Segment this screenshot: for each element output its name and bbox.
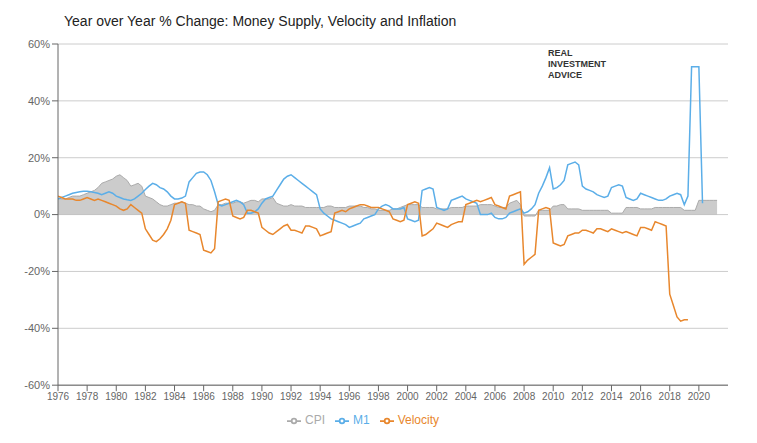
html-text:INVESTMENT: INVESTMENT	[548, 59, 606, 69]
svg-text:1992: 1992	[280, 391, 303, 402]
svg-text:40%: 40%	[28, 95, 50, 107]
svg-text:60%: 60%	[28, 38, 50, 50]
svg-text:1982: 1982	[134, 391, 157, 402]
svg-text:2000: 2000	[396, 391, 419, 402]
svg-text:1994: 1994	[309, 391, 332, 402]
svg-text:2018: 2018	[659, 391, 682, 402]
svg-text:-20%: -20%	[24, 265, 50, 277]
svg-text:1996: 1996	[338, 391, 361, 402]
svg-text:2020: 2020	[688, 391, 711, 402]
svg-text:2004: 2004	[455, 391, 478, 402]
svg-text:1990: 1990	[251, 391, 274, 402]
svg-text:1984: 1984	[163, 391, 186, 402]
html-text:Year over Year % Change: Money: Year over Year % Change: Money Supply, V…	[64, 13, 457, 29]
svg-text:2016: 2016	[629, 391, 652, 402]
svg-text:2006: 2006	[484, 391, 507, 402]
svg-text:-60%: -60%	[24, 379, 50, 391]
svg-text:2014: 2014	[600, 391, 623, 402]
html-text:CPI: CPI	[305, 413, 325, 428]
svg-text:2008: 2008	[513, 391, 536, 402]
html-text:ADVICE: ADVICE	[548, 70, 582, 80]
svg-text:2002: 2002	[426, 391, 449, 402]
html-text:M1: M1	[353, 413, 370, 428]
svg-text:1988: 1988	[222, 391, 245, 402]
svg-text:1998: 1998	[367, 391, 390, 402]
svg-text:0%: 0%	[34, 208, 50, 220]
svg-text:2010: 2010	[542, 391, 565, 402]
svg-text:1986: 1986	[193, 391, 216, 402]
svg-text:1980: 1980	[105, 391, 128, 402]
svg-text:2012: 2012	[571, 391, 594, 402]
svg-text:20%: 20%	[28, 152, 50, 164]
html-text:Velocity: Velocity	[397, 413, 439, 428]
svg-text:-40%: -40%	[24, 322, 50, 334]
svg-text:1976: 1976	[47, 391, 70, 402]
svg-text:1978: 1978	[76, 391, 99, 402]
html-text:REAL: REAL	[548, 48, 573, 58]
